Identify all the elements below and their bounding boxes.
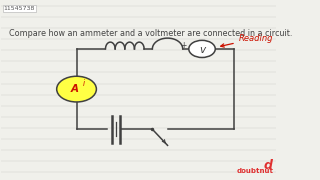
Text: A: A: [71, 84, 79, 94]
Text: i: i: [82, 79, 84, 88]
Text: d: d: [263, 159, 272, 172]
Text: v: v: [199, 45, 205, 55]
Text: Compare how an ammeter and a voltmeter are connected in a circuit.: Compare how an ammeter and a voltmeter a…: [9, 29, 292, 38]
Circle shape: [189, 40, 215, 57]
Text: doubtnut: doubtnut: [237, 168, 274, 174]
Circle shape: [57, 76, 96, 102]
Text: 11545738: 11545738: [4, 6, 35, 11]
Text: +: +: [180, 41, 187, 50]
Text: Reading: Reading: [221, 34, 273, 47]
